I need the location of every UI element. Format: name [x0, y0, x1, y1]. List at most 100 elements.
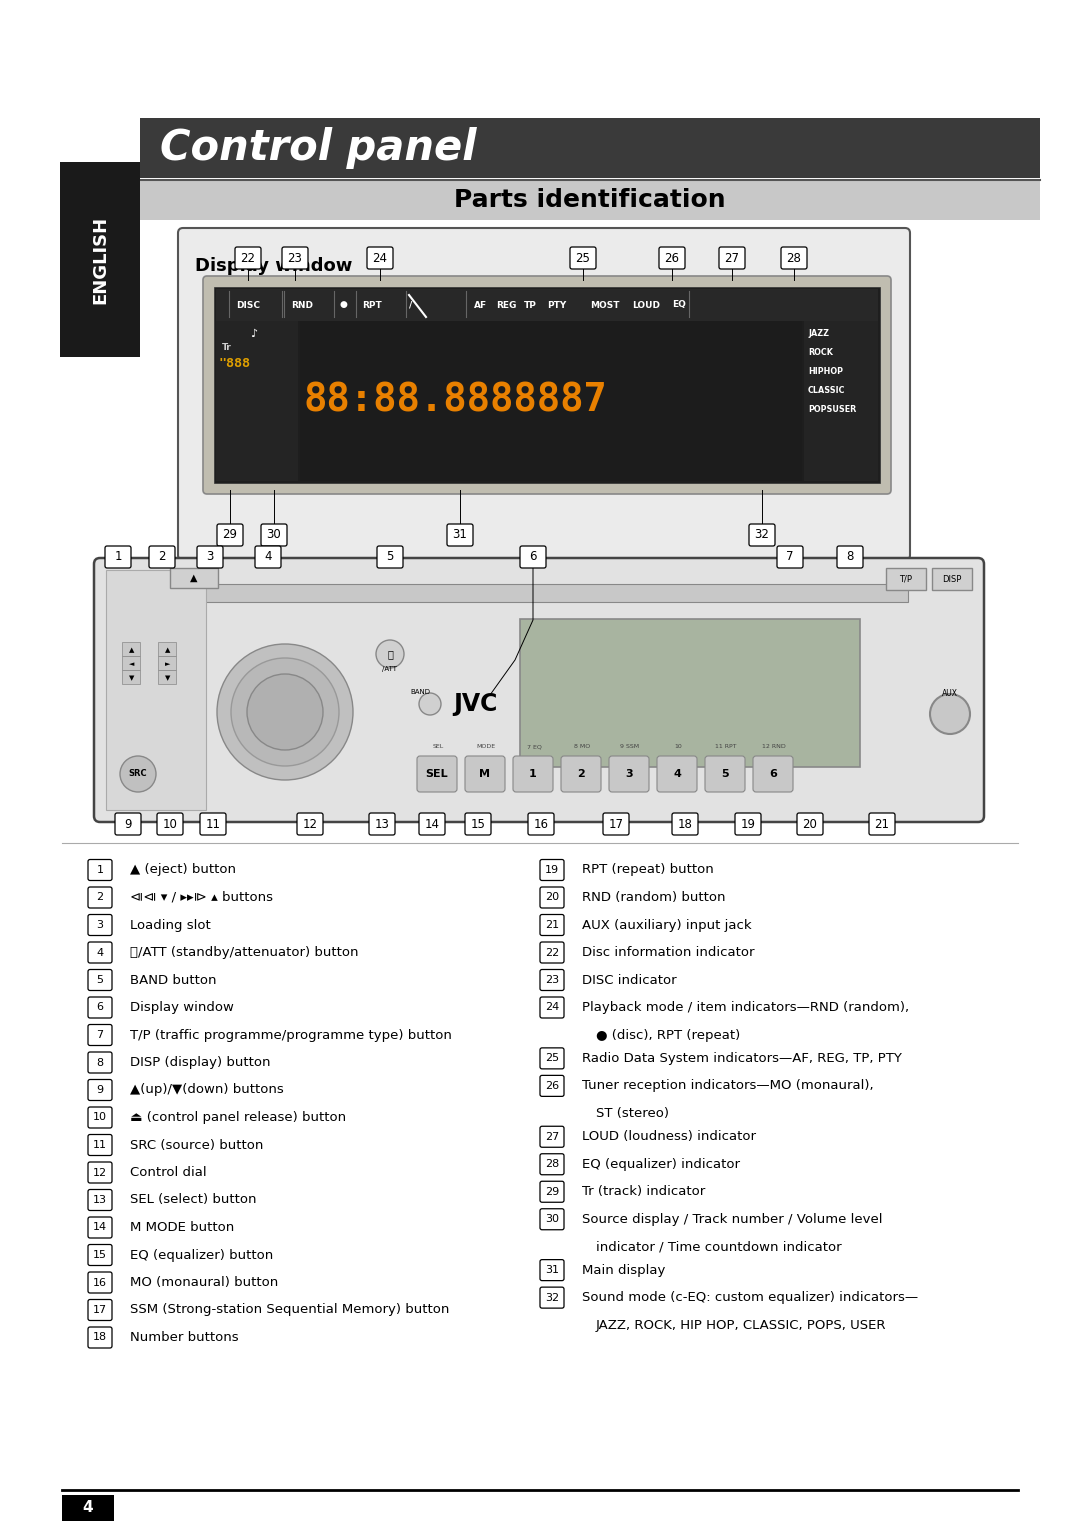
Bar	[216, 321, 298, 482]
FancyBboxPatch shape	[659, 248, 685, 269]
Text: 12 RND: 12 RND	[762, 745, 786, 749]
FancyBboxPatch shape	[540, 997, 564, 1018]
Text: T/P (traffic programme/programme type) button: T/P (traffic programme/programme type) b…	[130, 1029, 451, 1041]
Text: 27: 27	[545, 1131, 559, 1142]
FancyBboxPatch shape	[540, 1209, 564, 1229]
Text: SRC (source) button: SRC (source) button	[130, 1139, 264, 1151]
FancyBboxPatch shape	[87, 1217, 112, 1238]
Circle shape	[930, 694, 970, 734]
FancyBboxPatch shape	[540, 914, 564, 936]
Text: 10: 10	[163, 818, 177, 830]
Text: 19: 19	[545, 865, 559, 875]
FancyBboxPatch shape	[540, 942, 564, 963]
Text: 11: 11	[205, 818, 220, 830]
Text: LOUD (loudness) indicator: LOUD (loudness) indicator	[582, 1130, 756, 1144]
Bar	[170, 584, 908, 602]
Text: T/P: T/P	[900, 575, 913, 584]
Bar	[122, 670, 140, 683]
Bar	[62, 1495, 114, 1521]
Text: Playback mode / item indicators—RND (random),: Playback mode / item indicators—RND (ran…	[582, 1001, 909, 1014]
FancyBboxPatch shape	[672, 813, 698, 835]
Text: 25: 25	[576, 251, 591, 265]
Circle shape	[376, 641, 404, 668]
Text: ▼: ▼	[165, 674, 171, 680]
FancyBboxPatch shape	[87, 1135, 112, 1156]
Bar	[140, 180, 1040, 220]
FancyBboxPatch shape	[369, 813, 395, 835]
Text: SRC: SRC	[129, 769, 147, 778]
Text: 30: 30	[545, 1214, 559, 1225]
Text: Display window: Display window	[195, 257, 352, 275]
FancyBboxPatch shape	[540, 1287, 564, 1309]
Circle shape	[217, 644, 353, 780]
Text: 27: 27	[725, 251, 740, 265]
Text: 19: 19	[741, 818, 756, 830]
Text: 24: 24	[545, 1003, 559, 1012]
Text: 4: 4	[673, 769, 680, 778]
FancyBboxPatch shape	[87, 887, 112, 908]
FancyBboxPatch shape	[87, 942, 112, 963]
Text: 8: 8	[847, 550, 853, 564]
FancyBboxPatch shape	[87, 1079, 112, 1101]
Text: AF: AF	[474, 301, 487, 309]
Text: AUX (auxiliary) input jack: AUX (auxiliary) input jack	[582, 919, 752, 931]
Text: SSM (Strong-station Sequential Memory) button: SSM (Strong-station Sequential Memory) b…	[130, 1304, 449, 1316]
FancyBboxPatch shape	[735, 813, 761, 835]
Text: 21: 21	[875, 818, 890, 830]
FancyBboxPatch shape	[297, 813, 323, 835]
Text: Sound mode (c-EQ: custom equalizer) indicators—: Sound mode (c-EQ: custom equalizer) indi…	[582, 1290, 918, 1304]
Text: 5: 5	[387, 550, 394, 564]
FancyBboxPatch shape	[94, 558, 984, 823]
Text: 1: 1	[529, 769, 537, 778]
FancyBboxPatch shape	[261, 524, 287, 546]
Text: ▲: ▲	[165, 647, 171, 653]
Text: ROCK: ROCK	[808, 349, 833, 356]
Text: "888: "888	[219, 356, 251, 370]
FancyBboxPatch shape	[513, 755, 553, 792]
Text: 31: 31	[545, 1264, 559, 1275]
FancyBboxPatch shape	[837, 546, 863, 567]
Circle shape	[247, 674, 323, 751]
Text: 4: 4	[83, 1500, 93, 1515]
Text: 28: 28	[545, 1159, 559, 1170]
Text: 18: 18	[677, 818, 692, 830]
FancyBboxPatch shape	[447, 524, 473, 546]
Text: 28: 28	[786, 251, 801, 265]
Bar	[106, 570, 206, 810]
Text: 29: 29	[545, 1187, 559, 1197]
FancyBboxPatch shape	[149, 546, 175, 567]
Text: /ATT: /ATT	[382, 667, 397, 673]
Text: JAZZ, ROCK, HIP HOP, CLASSIC, POPS, USER: JAZZ, ROCK, HIP HOP, CLASSIC, POPS, USER	[596, 1318, 887, 1332]
Text: 30: 30	[267, 529, 282, 541]
FancyBboxPatch shape	[540, 1154, 564, 1174]
Text: 32: 32	[545, 1292, 559, 1303]
FancyBboxPatch shape	[540, 1260, 564, 1281]
Text: M: M	[480, 769, 490, 778]
Text: ▲(up)/▼(down) buttons: ▲(up)/▼(down) buttons	[130, 1084, 284, 1096]
Text: RND (random) button: RND (random) button	[582, 891, 726, 904]
Text: 16: 16	[93, 1278, 107, 1287]
FancyBboxPatch shape	[282, 248, 308, 269]
Text: AUX: AUX	[942, 690, 958, 699]
FancyBboxPatch shape	[87, 1024, 112, 1046]
Text: 17: 17	[93, 1304, 107, 1315]
FancyBboxPatch shape	[87, 1272, 112, 1294]
Text: BAND: BAND	[410, 690, 430, 696]
Text: TP: TP	[524, 301, 537, 309]
FancyBboxPatch shape	[603, 813, 629, 835]
Text: 7: 7	[786, 550, 794, 564]
FancyBboxPatch shape	[255, 546, 281, 567]
Bar	[158, 642, 176, 656]
Text: 5: 5	[721, 769, 729, 778]
FancyBboxPatch shape	[540, 1182, 564, 1202]
FancyBboxPatch shape	[87, 1190, 112, 1211]
Text: 9: 9	[124, 818, 132, 830]
Text: 25: 25	[545, 1053, 559, 1063]
FancyBboxPatch shape	[87, 1162, 112, 1183]
Text: 12: 12	[302, 818, 318, 830]
Bar	[60, 162, 140, 356]
Text: MODE: MODE	[476, 745, 496, 749]
Text: Display window: Display window	[130, 1001, 234, 1014]
FancyBboxPatch shape	[519, 546, 546, 567]
Text: LOUD: LOUD	[632, 301, 660, 309]
